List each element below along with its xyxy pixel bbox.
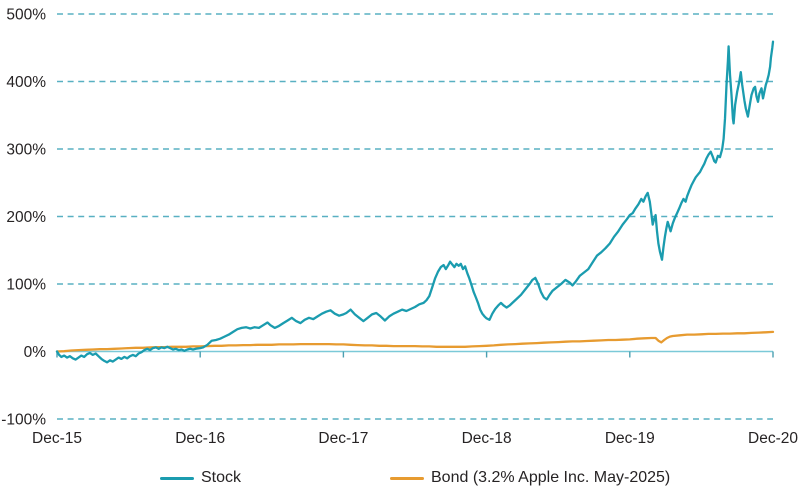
x-axis-label-Dec-19: Dec-19 xyxy=(605,430,655,447)
legend-item-bond: Bond (3.2% Apple Inc. May-2025) xyxy=(390,467,670,489)
chart-legend: Stock Bond (3.2% Apple Inc. May-2025) xyxy=(0,464,800,493)
stock-line-swatch-icon xyxy=(160,476,194,480)
stock-legend-label: Stock xyxy=(201,469,242,486)
x-axis-label-Dec-16: Dec-16 xyxy=(175,430,225,447)
bond-line xyxy=(55,330,775,353)
y-axis-label-200: 200% xyxy=(6,209,46,226)
x-axis-label-Dec-15: Dec-15 xyxy=(32,430,82,447)
x-axis-label-Dec-17: Dec-17 xyxy=(318,430,368,447)
y-axis-label-0: 0% xyxy=(24,344,47,361)
x-axis-label-Dec-18: Dec-18 xyxy=(462,430,512,447)
bond-line-swatch-icon xyxy=(390,476,424,480)
x-axis-label-Dec-20: Dec-20 xyxy=(748,430,798,447)
y-axis-label--100: -100% xyxy=(1,412,46,429)
y-axis-label-100: 100% xyxy=(6,277,46,294)
y-axis-label-500: 500% xyxy=(6,7,46,24)
bond-legend-label: Bond (3.2% Apple Inc. May-2025) xyxy=(431,469,671,486)
stock-line xyxy=(55,40,775,364)
line-chart-plot: 500% 400% 300% 200% 100% 0% -100%Dec-15 Dec-16 D… xyxy=(1,7,798,448)
legend-item-stock: Stock xyxy=(160,467,241,489)
y-axis-label-300: 300% xyxy=(6,142,46,159)
y-axis-label-400: 400% xyxy=(6,74,46,91)
